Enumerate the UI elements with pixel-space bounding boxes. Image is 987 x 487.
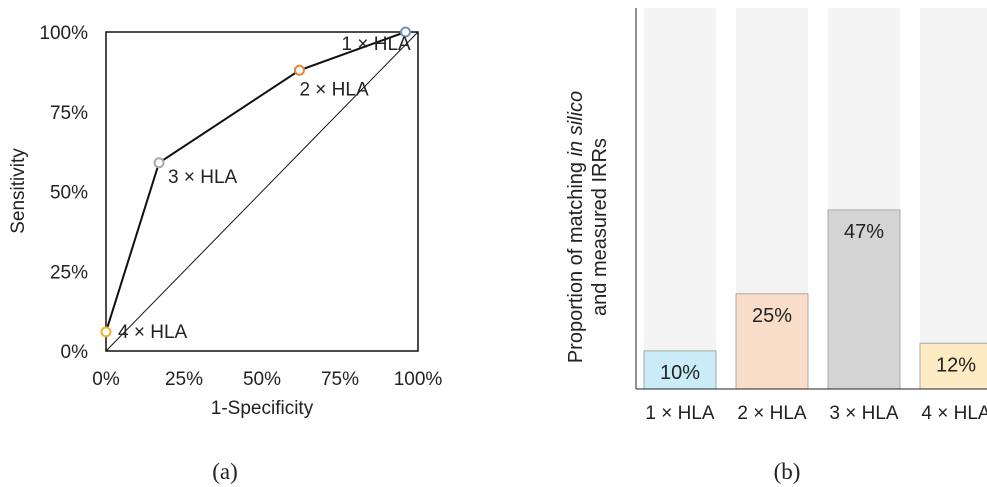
plot-frame xyxy=(105,31,419,352)
x-tick-label: 75% xyxy=(321,369,359,390)
y-tick-label: 100% xyxy=(39,23,88,44)
roc-point-label: 4 × HLA xyxy=(118,322,188,343)
roc-point xyxy=(100,326,112,338)
y-axis-label: Sensitivity xyxy=(8,148,29,234)
roc-point-label: 2 × HLA xyxy=(299,79,369,100)
x-category-label: 4 × HLA xyxy=(921,403,987,424)
bar-value-label: 25% xyxy=(752,305,792,327)
bar-background xyxy=(920,8,987,389)
bar xyxy=(919,342,987,390)
x-category-label: 3 × HLA xyxy=(829,403,899,424)
x-tick-label: 50% xyxy=(243,369,281,390)
x-tick-label: 25% xyxy=(165,369,203,390)
bar-value-label: 12% xyxy=(936,354,976,376)
bar xyxy=(735,293,809,390)
roc-point xyxy=(293,64,305,76)
x-category-label: 2 × HLA xyxy=(737,403,807,424)
bar-background xyxy=(644,8,716,389)
y-tick-label: 75% xyxy=(50,103,88,124)
roc-point xyxy=(400,26,412,38)
x-tick-label: 100% xyxy=(394,369,443,390)
reference-diagonal xyxy=(105,31,419,352)
y-axis-label-line2: and measured IRRs xyxy=(589,138,611,316)
roc-point-label: 3 × HLA xyxy=(168,167,238,188)
bar-chart: 10% 25% 47% 12% 1 × HLA 2 × HLA 3 × HLA 4 × HL… xyxy=(565,8,987,484)
roc-curve xyxy=(105,31,406,333)
bar xyxy=(827,209,901,390)
y-axis-label: Proportion of matching in silico xyxy=(565,91,587,363)
y-tick-label: 50% xyxy=(50,183,88,204)
x-tick-label: 0% xyxy=(92,369,120,390)
x-axis-label: 1-Specificity xyxy=(211,398,314,419)
y-tick-label: 0% xyxy=(61,342,89,363)
bar-value-label: 10% xyxy=(660,362,700,384)
x-category-label: 1 × HLA xyxy=(645,403,715,424)
y-tick-label: 25% xyxy=(50,262,88,283)
panel-label-a: (a) xyxy=(212,459,238,484)
roc-point xyxy=(153,157,165,169)
roc-chart: 4 × HLA 3 × HLA 2 × HLA 1 × HLA 0% 25% 50% 75%… xyxy=(8,23,442,484)
panel-label-b: (b) xyxy=(774,459,801,484)
bar-value-label: 47% xyxy=(844,221,884,243)
bar xyxy=(643,350,717,390)
roc-point-label: 1 × HLA xyxy=(342,34,412,55)
